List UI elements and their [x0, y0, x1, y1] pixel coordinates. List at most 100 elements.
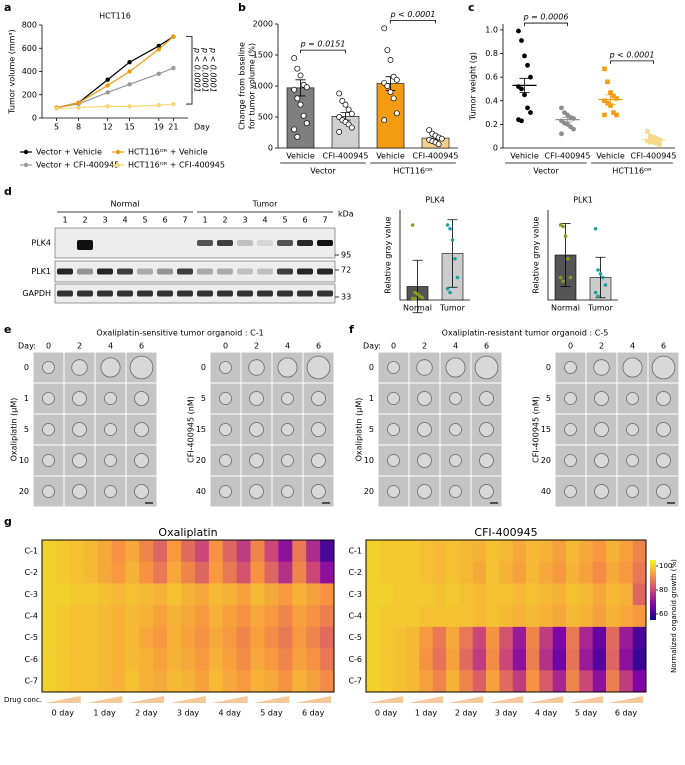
- blot-band: [277, 268, 293, 275]
- series-point: [127, 82, 132, 87]
- data-point: [448, 290, 452, 295]
- y-tick-label: 400: [22, 67, 37, 76]
- heatmap-cell: [167, 670, 182, 693]
- heatmap-cell: [139, 561, 154, 584]
- y-tick-label: 600: [22, 44, 37, 53]
- heatmap-cell: [419, 583, 433, 606]
- heatmap-cell: [419, 605, 433, 628]
- data-point: [390, 95, 397, 102]
- chart-title: PLK4: [425, 196, 445, 205]
- panel-letter: f: [349, 323, 354, 336]
- heatmap-cell: [306, 540, 321, 563]
- organoid: [656, 453, 671, 468]
- x-tick-label: CFI-400945: [545, 152, 591, 161]
- day-label: 6 day: [615, 709, 638, 718]
- row-label: 15: [196, 425, 206, 434]
- heatmap-cell: [472, 583, 487, 606]
- organoid: [219, 485, 232, 498]
- x-tick-label: 12: [103, 123, 113, 132]
- organoid: [311, 484, 326, 499]
- heatmap-cell: [472, 540, 487, 563]
- group-label: Vector: [310, 167, 336, 176]
- heatmap-cell: [139, 626, 154, 649]
- organoid: [219, 361, 232, 374]
- data-point: [381, 25, 388, 32]
- data-point: [654, 140, 659, 146]
- heatmap-cell: [153, 648, 168, 671]
- heatmap-cell: [472, 648, 487, 671]
- grid-y-label: Oxaliplatin (μM): [355, 398, 364, 462]
- heatmap-cell: [619, 670, 633, 693]
- heatmap-cell: [552, 605, 567, 628]
- heatmap-cell: [69, 561, 85, 584]
- row-label: 0: [24, 363, 29, 372]
- heatmap-cell: [446, 540, 460, 563]
- organoid: [656, 422, 671, 437]
- heatmap-cell: [97, 670, 112, 693]
- heatmap-cell: [83, 583, 98, 606]
- y-axis-label: Tumor volume (mm³): [8, 29, 17, 114]
- data-point: [559, 131, 564, 137]
- blot-band: [237, 268, 253, 275]
- heatmap-cell: [406, 605, 420, 628]
- series-point: [171, 101, 176, 107]
- row-label: 20: [364, 487, 374, 496]
- heatmap-cell: [306, 583, 321, 606]
- heatmap-cell: [606, 626, 620, 649]
- heatmap-cell: [392, 648, 407, 671]
- heatmap-cell: [139, 670, 154, 693]
- y-axis-label: Change from baseline: [238, 42, 247, 130]
- heatmap-cell: [619, 626, 633, 649]
- heatmap-cell: [97, 648, 112, 671]
- organoid: [626, 454, 639, 467]
- organoid: [72, 391, 87, 406]
- data-point: [657, 137, 662, 143]
- data-point: [384, 47, 391, 53]
- x-tick-label: Normal: [551, 304, 580, 313]
- heatmap-cell: [526, 605, 540, 628]
- heatmap-cell: [97, 561, 112, 584]
- blot-band: [317, 290, 333, 297]
- heatmap-cell: [619, 561, 633, 584]
- heatmap-cell: [539, 670, 553, 693]
- protein-label: PLK4: [31, 239, 51, 248]
- organoid: [594, 453, 609, 468]
- protein-label: GAPDH: [22, 289, 51, 298]
- organoid: [445, 357, 466, 378]
- colorbar-tick-label: 60: [659, 610, 668, 618]
- heatmap-cell: [592, 648, 607, 671]
- heatmap-cell: [512, 561, 527, 584]
- data-point: [294, 65, 301, 72]
- heatmap-cell: [208, 605, 224, 628]
- blot-band: [97, 268, 113, 275]
- day-label: 4 day: [219, 709, 242, 718]
- heatmap-cell: [306, 605, 321, 628]
- heatmap-cell: [306, 626, 321, 649]
- heatmap-cell: [366, 583, 380, 606]
- heatmap-cell: [392, 583, 407, 606]
- data-point: [605, 79, 610, 85]
- data-point: [345, 106, 352, 113]
- heatmap-cell: [111, 561, 126, 584]
- data-point: [519, 38, 524, 43]
- colorbar-tick-label: 100: [659, 562, 672, 570]
- heatmap-cell: [208, 626, 224, 649]
- row-label: C-6: [24, 655, 38, 664]
- data-point: [336, 90, 343, 97]
- heatmap-cell: [459, 605, 473, 628]
- blot-band: [177, 268, 193, 275]
- heatmap-cell: [392, 626, 407, 649]
- data-point: [602, 98, 607, 104]
- heatmap-cell: [264, 561, 279, 584]
- data-point: [657, 142, 662, 147]
- group-label: HCT116ᴼᴿ: [612, 167, 652, 176]
- organoid: [42, 361, 55, 374]
- heatmap-cell: [619, 648, 633, 671]
- blot-band: [57, 268, 73, 275]
- heatmap-cell: [366, 648, 380, 671]
- day-label: 1 day: [415, 709, 438, 718]
- organoid: [219, 423, 232, 436]
- x-axis-label: Day: [194, 123, 210, 132]
- organoid: [387, 392, 400, 405]
- organoid: [134, 453, 149, 468]
